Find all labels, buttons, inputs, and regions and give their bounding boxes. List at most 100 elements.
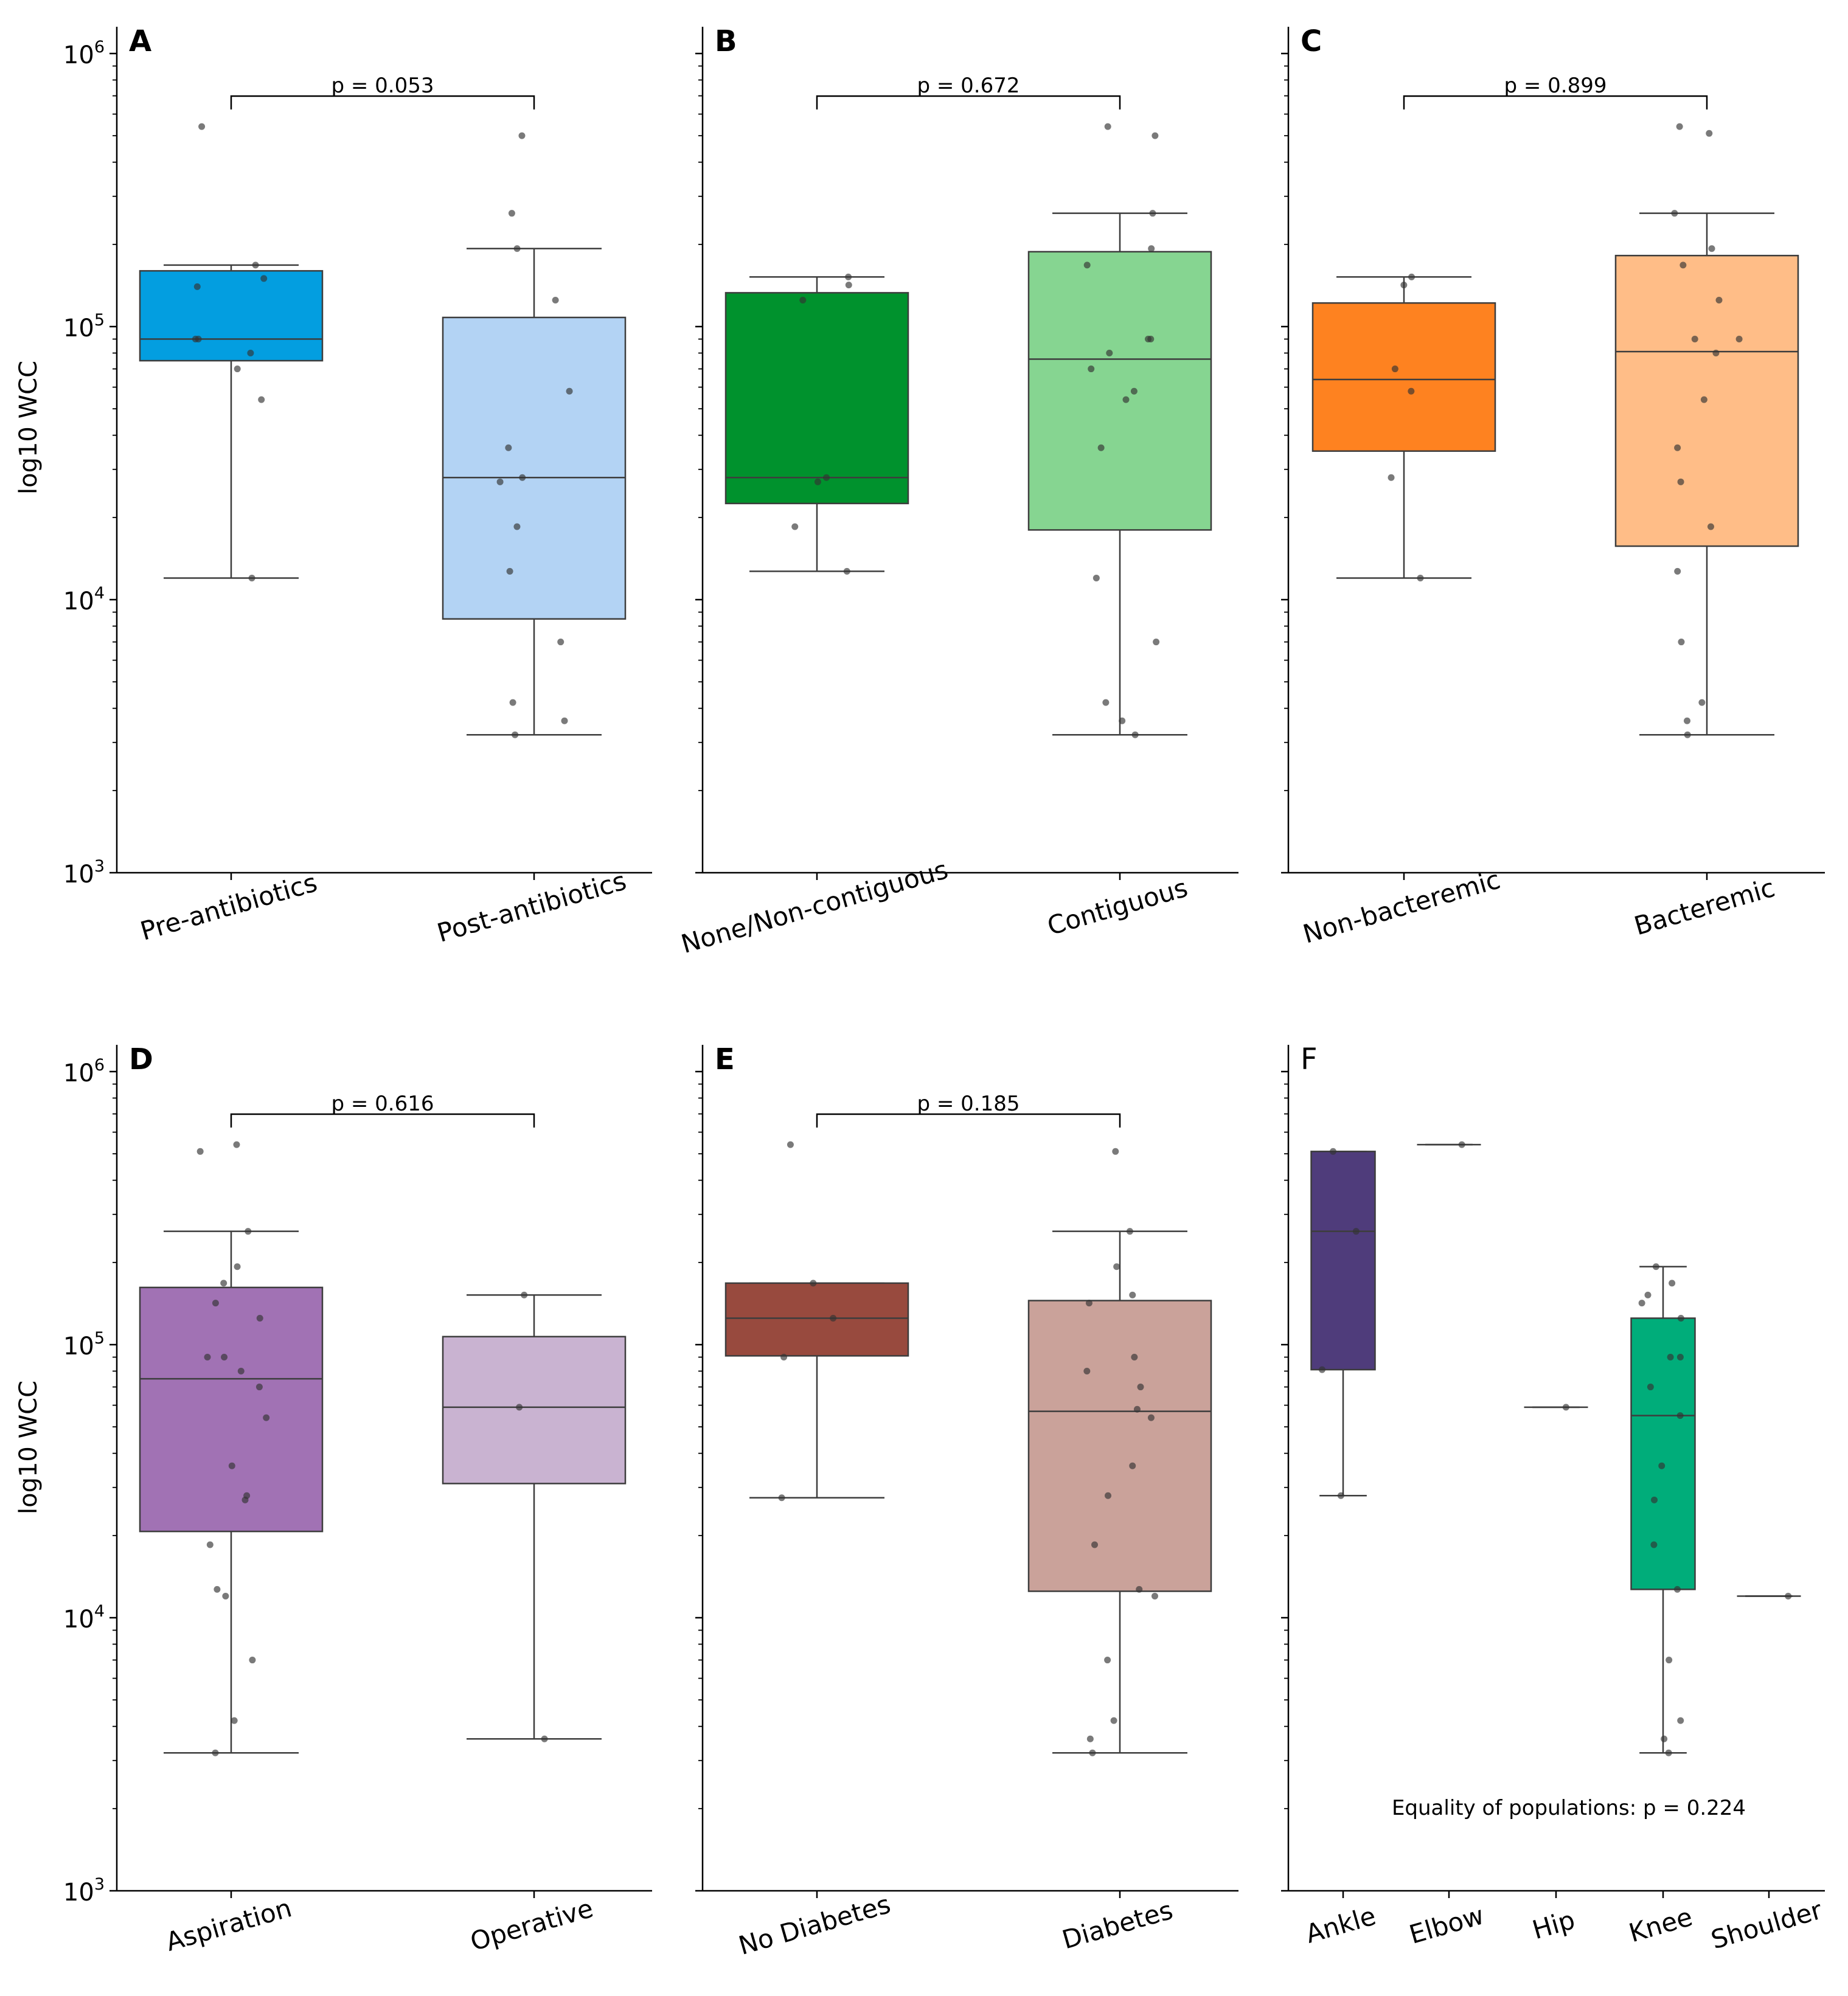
data-point — [1391, 366, 1398, 373]
data-point — [247, 350, 254, 357]
data-point — [519, 474, 526, 481]
data-point — [249, 1657, 256, 1664]
data-point — [220, 1280, 228, 1287]
data-point — [1091, 1541, 1099, 1548]
data-point — [830, 1314, 837, 1322]
y-tick-label: 106 — [63, 1056, 105, 1087]
p-value-label: p = 0.185 — [917, 1092, 1020, 1116]
panel-letter: E — [715, 1042, 735, 1076]
box-no-diabetes — [724, 1282, 909, 1357]
data-point — [1458, 1141, 1465, 1148]
data-point — [1683, 717, 1690, 724]
data-point — [212, 1749, 219, 1756]
data-point — [198, 123, 206, 130]
y-tick-label: 104 — [63, 584, 105, 615]
data-point — [1102, 699, 1110, 706]
panel-letter: D — [129, 1042, 153, 1076]
data-point — [1785, 1592, 1792, 1599]
data-point — [1706, 130, 1713, 137]
data-point — [228, 1462, 235, 1469]
significance-bracket — [816, 95, 1121, 109]
data-point — [1680, 262, 1687, 269]
data-point — [1651, 1496, 1658, 1503]
y-axis-label-bottom: log10 WCC — [15, 1381, 43, 1514]
data-point — [245, 1228, 252, 1235]
data-point — [1104, 1657, 1111, 1664]
annotation-text: Equality of populations: p = 0.224 — [1392, 1796, 1746, 1820]
data-point — [241, 1496, 249, 1503]
data-point — [1562, 1404, 1569, 1411]
significance-bracket — [230, 95, 535, 109]
data-point — [255, 1384, 263, 1391]
data-point — [1137, 1384, 1144, 1391]
y-tick-label: 104 — [63, 1602, 105, 1634]
data-point — [506, 567, 513, 575]
data-point — [1318, 1366, 1325, 1373]
box-diabetes — [1027, 1300, 1212, 1592]
data-point — [1083, 1368, 1091, 1375]
data-point — [1677, 1314, 1684, 1322]
data-point — [1083, 262, 1091, 269]
data-point — [509, 699, 516, 706]
data-point — [1148, 245, 1155, 252]
data-point — [1417, 574, 1424, 581]
y-axis-label-top: log10 WCC — [15, 361, 43, 494]
data-point — [780, 1354, 788, 1361]
data-point — [1698, 699, 1706, 706]
box-knee — [1630, 1317, 1696, 1590]
data-point — [1089, 1749, 1096, 1756]
data-point — [1650, 1541, 1658, 1548]
y-tick-label: 103 — [63, 857, 105, 889]
data-point — [1129, 1462, 1136, 1469]
box-post-antibiotics — [442, 316, 627, 620]
data-point — [1400, 282, 1408, 289]
data-point — [248, 574, 255, 581]
data-point — [513, 245, 521, 252]
data-point — [557, 639, 564, 646]
data-point — [778, 1494, 785, 1502]
data-point — [222, 1592, 229, 1599]
data-point — [1638, 1300, 1645, 1307]
data-point — [1667, 1354, 1674, 1361]
significance-bracket — [1403, 95, 1708, 109]
data-point — [1669, 1280, 1676, 1287]
data-point — [1665, 1749, 1672, 1756]
data-point — [1673, 1585, 1681, 1593]
box-contiguous — [1027, 251, 1212, 531]
data-point — [1647, 1384, 1654, 1391]
data-point — [234, 366, 241, 373]
data-point — [263, 1414, 270, 1421]
y-tick-label: 105 — [63, 311, 105, 342]
data-point — [1153, 639, 1160, 646]
data-point — [496, 478, 504, 485]
data-point — [1676, 123, 1683, 130]
data-point — [1684, 731, 1691, 738]
box-operative — [442, 1336, 627, 1485]
data-point — [561, 717, 568, 724]
data-point — [1131, 731, 1139, 738]
data-point — [1144, 336, 1152, 343]
data-point — [505, 444, 512, 451]
data-point — [1677, 478, 1684, 485]
data-point — [1676, 1354, 1684, 1361]
data-point — [1700, 396, 1707, 403]
data-point — [1122, 396, 1130, 403]
data-point — [1671, 210, 1678, 217]
data-point — [1408, 273, 1416, 280]
data-point — [1676, 1412, 1684, 1419]
p-value-label: p = 0.899 — [1504, 74, 1607, 98]
data-point — [1131, 1354, 1138, 1361]
data-point — [810, 1280, 817, 1287]
data-point — [513, 523, 521, 530]
data-point — [233, 1141, 240, 1148]
data-point — [1735, 336, 1743, 343]
data-point — [1105, 1492, 1112, 1499]
data-point — [1644, 1291, 1652, 1298]
panel-letter: B — [715, 24, 737, 58]
data-point — [196, 1148, 204, 1155]
data-point — [1691, 336, 1698, 343]
data-point — [195, 336, 202, 343]
data-point — [1113, 1263, 1120, 1270]
data-point — [1086, 1735, 1094, 1742]
